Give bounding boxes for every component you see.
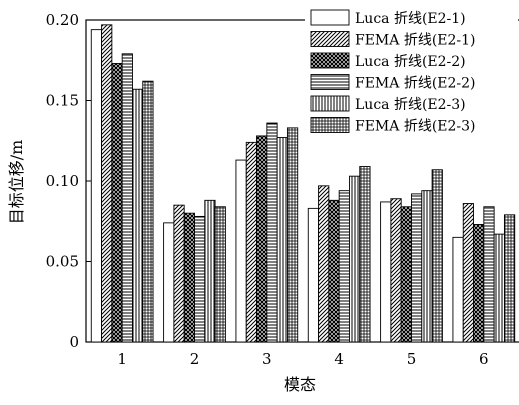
bar	[318, 185, 330, 343]
y-tick-label: 0.20	[46, 11, 79, 29]
bar	[338, 190, 350, 343]
bar	[359, 166, 371, 343]
bar	[256, 135, 268, 343]
bar	[173, 204, 185, 343]
bar	[483, 206, 495, 343]
legend-swatch	[310, 31, 350, 47]
legend-swatch	[310, 95, 350, 112]
legend-swatch	[310, 117, 350, 133]
legend-swatch	[310, 9, 350, 26]
bar	[142, 80, 154, 343]
bar	[493, 233, 505, 343]
bar	[204, 199, 216, 343]
legend-swatch	[310, 74, 350, 90]
x-tick-label: 4	[334, 350, 344, 368]
bar	[245, 141, 257, 343]
bar	[286, 127, 299, 343]
x-tick-label: 3	[262, 350, 272, 368]
legend-label: Luca 折线(E2-2)	[355, 54, 466, 70]
bar	[121, 53, 133, 343]
y-axis-title: 目标位移/m	[7, 140, 26, 225]
legend-background	[305, 6, 518, 139]
bar	[328, 199, 340, 343]
bar	[390, 198, 402, 343]
bar	[307, 207, 320, 343]
legend-label: FEMA 折线(E2-1)	[355, 33, 476, 49]
y-tick-label: 0.05	[46, 253, 79, 271]
bar	[183, 212, 195, 343]
bar	[411, 193, 423, 343]
x-tick-label: 1	[117, 350, 127, 368]
bar	[214, 206, 226, 343]
legend: Luca 折线(E2-1) FEMA 折线(E2-1) Luca 折线(E2-2) F…	[305, 6, 518, 139]
bar	[276, 137, 288, 343]
bar	[163, 222, 175, 343]
legend-label: FEMA 折线(E2-3)	[355, 119, 476, 135]
bar	[194, 215, 206, 343]
y-tick-label: 0.15	[46, 92, 79, 110]
legend-label: FEMA 折线(E2-2)	[355, 76, 476, 92]
bar	[380, 201, 392, 343]
bar	[266, 122, 278, 343]
bar	[111, 63, 123, 343]
x-tick-label: 6	[479, 350, 489, 368]
bar	[101, 24, 113, 343]
bar	[400, 206, 412, 343]
legend-label: Luca 折线(E2-3)	[355, 97, 466, 113]
bar	[431, 169, 443, 343]
bar	[421, 190, 433, 343]
bar	[503, 214, 516, 343]
bar	[235, 159, 247, 343]
legend-swatch	[310, 52, 350, 69]
bar	[473, 224, 485, 343]
bar	[132, 88, 144, 343]
bar	[90, 29, 103, 343]
y-axis: 0 0.05 0.10 0.15 0.20	[46, 11, 91, 351]
x-tick-label: 5	[407, 350, 417, 368]
bar	[462, 203, 474, 343]
bar	[349, 175, 361, 343]
x-axis-title: 模态	[284, 375, 316, 394]
y-tick-label: 0	[69, 333, 79, 351]
bar	[452, 236, 464, 343]
y-tick-label: 0.10	[46, 172, 79, 190]
x-tick-label: 2	[190, 350, 200, 368]
bars	[90, 24, 516, 343]
legend-label: Luca 折线(E2-1)	[355, 11, 466, 27]
